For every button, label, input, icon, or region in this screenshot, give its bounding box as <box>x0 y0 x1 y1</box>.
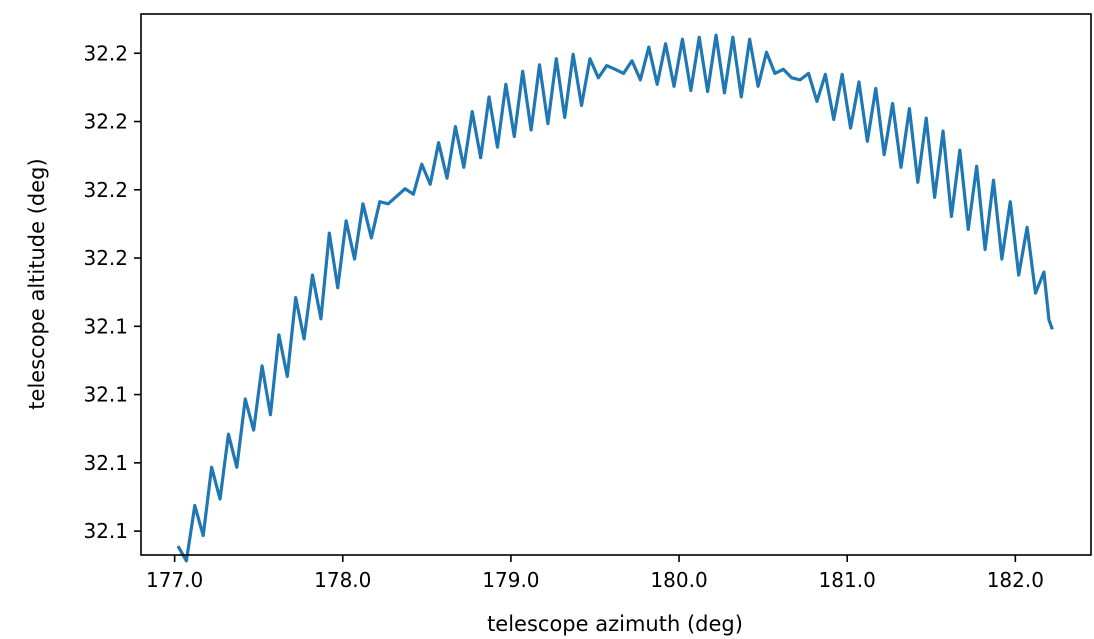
plot-area <box>178 35 1052 561</box>
y-tick-label: 32.1 <box>83 314 128 338</box>
y-tick-label: 32.1 <box>83 451 128 475</box>
y-axis-label: telescope altitude (deg) <box>25 158 49 409</box>
y-tick-label: 32.2 <box>83 41 128 65</box>
y-tick-label: 32.1 <box>83 383 128 407</box>
x-tick-label: 180.0 <box>650 568 707 592</box>
y-axis-label-group: telescope altitude (deg) <box>25 158 49 409</box>
x-tick-label: 177.0 <box>146 568 203 592</box>
y-tick-label: 32.2 <box>83 110 128 134</box>
x-axis-ticks: 177.0 178.0 179.0 180.0 181.0 182.0 <box>146 555 1044 592</box>
y-axis-ticks: 32.1 32.1 32.1 32.1 32.2 32.2 32.2 32.2 <box>83 41 141 543</box>
x-axis-label: telescope azimuth (deg) <box>487 612 743 636</box>
x-tick-label: 178.0 <box>314 568 371 592</box>
y-tick-label: 32.1 <box>83 519 128 543</box>
y-tick-label: 32.2 <box>83 178 128 202</box>
x-tick-label: 182.0 <box>987 568 1044 592</box>
plot-frame <box>141 14 1091 555</box>
x-tick-label: 181.0 <box>819 568 876 592</box>
series-line <box>178 35 1052 561</box>
x-tick-label: 179.0 <box>482 568 539 592</box>
y-tick-label: 32.2 <box>83 246 128 270</box>
